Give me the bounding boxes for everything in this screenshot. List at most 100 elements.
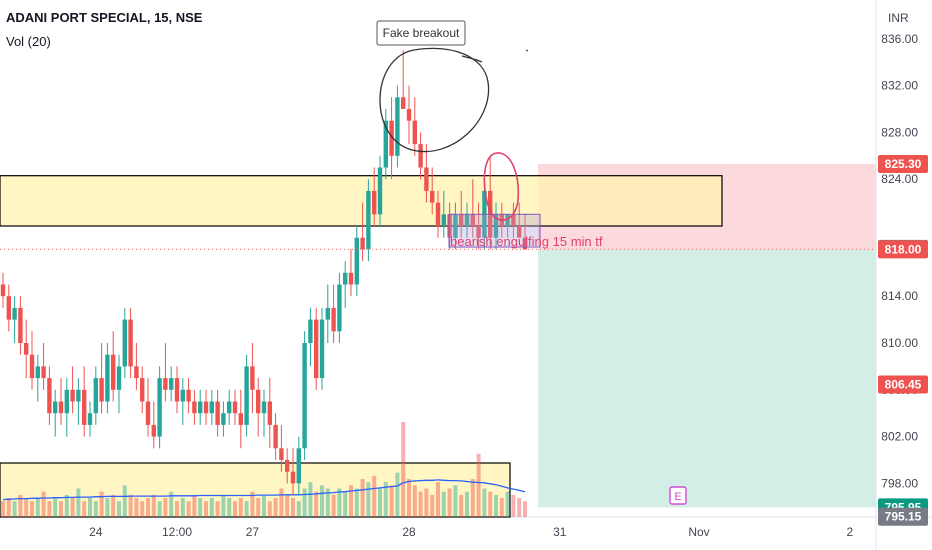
- candle[interactable]: [221, 413, 226, 425]
- candle[interactable]: [192, 401, 197, 414]
- candle[interactable]: [418, 144, 423, 168]
- entry-range-box[interactable]: [448, 213, 541, 248]
- candle[interactable]: [180, 389, 185, 402]
- candle[interactable]: [459, 214, 464, 226]
- candle[interactable]: [470, 214, 475, 226]
- candle[interactable]: [58, 401, 64, 414]
- candle[interactable]: [522, 237, 528, 250]
- candle[interactable]: [337, 284, 342, 332]
- candle[interactable]: [453, 214, 458, 238]
- candle[interactable]: [227, 401, 232, 414]
- candle[interactable]: [140, 378, 145, 402]
- candle[interactable]: [348, 272, 354, 285]
- candle[interactable]: [47, 378, 52, 414]
- candle[interactable]: [360, 237, 365, 250]
- candle[interactable]: [290, 471, 296, 484]
- candle[interactable]: [383, 120, 388, 168]
- candle[interactable]: [395, 97, 400, 156]
- candle[interactable]: [331, 307, 336, 332]
- candle[interactable]: [447, 214, 452, 238]
- candle[interactable]: [256, 389, 261, 414]
- candle[interactable]: [505, 214, 510, 226]
- candle[interactable]: [99, 378, 104, 402]
- candle[interactable]: [401, 97, 406, 109]
- candle[interactable]: [296, 448, 301, 484]
- candle[interactable]: [308, 319, 313, 343]
- candle[interactable]: [24, 343, 29, 355]
- candle[interactable]: [343, 272, 348, 285]
- candle[interactable]: [441, 214, 446, 226]
- candle[interactable]: [464, 214, 470, 226]
- candle[interactable]: [174, 378, 180, 402]
- candle[interactable]: [122, 319, 127, 367]
- candle[interactable]: [35, 366, 40, 379]
- candle[interactable]: [209, 401, 214, 414]
- candle[interactable]: [273, 424, 278, 449]
- candle[interactable]: [203, 401, 209, 414]
- volume-indicator-label[interactable]: Vol (20): [6, 34, 51, 49]
- candle[interactable]: [476, 226, 481, 238]
- candle[interactable]: [366, 190, 371, 250]
- candle[interactable]: [279, 448, 284, 460]
- candle[interactable]: [64, 389, 69, 414]
- candle[interactable]: [18, 307, 23, 343]
- candle[interactable]: [377, 167, 383, 215]
- candle[interactable]: [435, 202, 441, 226]
- candle[interactable]: [134, 366, 139, 379]
- candle[interactable]: [302, 343, 307, 449]
- candle[interactable]: [244, 366, 249, 425]
- candle[interactable]: [238, 413, 243, 425]
- price-tag[interactable]: 825.30: [878, 154, 928, 173]
- candle[interactable]: [493, 214, 499, 238]
- price-tag[interactable]: 818.00: [878, 240, 928, 259]
- candle[interactable]: [145, 401, 151, 425]
- candle[interactable]: [41, 366, 46, 379]
- candle[interactable]: [215, 401, 220, 425]
- candle[interactable]: [314, 319, 319, 379]
- target-zone[interactable]: [538, 249, 876, 508]
- candle[interactable]: [151, 424, 156, 437]
- candle[interactable]: [116, 366, 122, 390]
- candle[interactable]: [157, 378, 162, 437]
- fake-breakout-callout[interactable]: [376, 20, 466, 46]
- candle[interactable]: [372, 190, 377, 215]
- candle[interactable]: [76, 389, 81, 402]
- candle[interactable]: [319, 319, 325, 379]
- candle[interactable]: [285, 460, 290, 472]
- candle[interactable]: [169, 378, 174, 390]
- candle[interactable]: [111, 354, 116, 390]
- engulfing-circle[interactable]: [483, 152, 520, 221]
- candle[interactable]: [389, 120, 394, 156]
- candle[interactable]: [163, 378, 168, 390]
- candle[interactable]: [424, 167, 429, 191]
- candle[interactable]: [70, 389, 75, 402]
- candle[interactable]: [250, 366, 255, 390]
- price-tag[interactable]: 795.15: [878, 507, 928, 526]
- volume-highlight-box[interactable]: [0, 462, 511, 518]
- candle[interactable]: [354, 237, 359, 285]
- candle[interactable]: [261, 401, 267, 414]
- candle[interactable]: [517, 226, 522, 238]
- candle[interactable]: [105, 354, 110, 402]
- candle[interactable]: [186, 389, 191, 402]
- candle[interactable]: [12, 307, 17, 320]
- candle[interactable]: [87, 413, 93, 425]
- candle[interactable]: [430, 190, 435, 203]
- earnings-marker[interactable]: [669, 486, 687, 505]
- candle[interactable]: [128, 319, 133, 367]
- candle[interactable]: [412, 120, 417, 145]
- candle[interactable]: [0, 284, 6, 297]
- candle[interactable]: [406, 109, 412, 121]
- candle[interactable]: [93, 378, 98, 414]
- candle[interactable]: [53, 401, 58, 414]
- candle[interactable]: [232, 401, 238, 414]
- candle[interactable]: [198, 401, 203, 414]
- candle[interactable]: [6, 296, 11, 320]
- candle[interactable]: [511, 214, 516, 226]
- candle[interactable]: [325, 307, 330, 320]
- price-tag[interactable]: 806.45: [878, 375, 928, 394]
- candle[interactable]: [29, 354, 35, 379]
- candle[interactable]: [82, 389, 87, 425]
- candle[interactable]: [267, 401, 272, 425]
